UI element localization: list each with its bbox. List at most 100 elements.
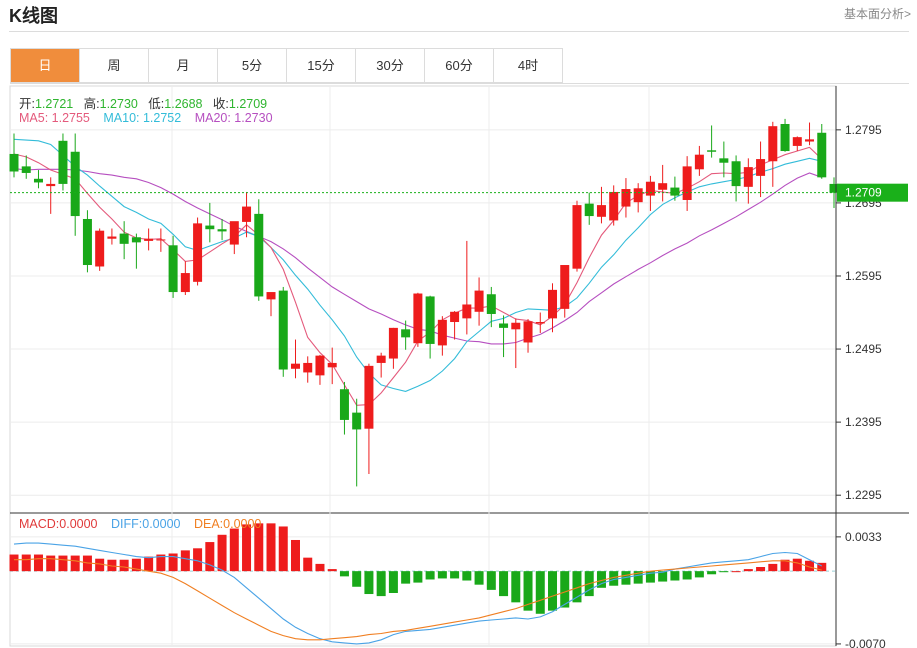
macd-bar — [364, 571, 374, 595]
candle-body — [107, 236, 117, 239]
candle-body — [486, 294, 496, 314]
macd-bar — [499, 571, 509, 597]
candle-body — [290, 363, 300, 369]
candle-body — [339, 389, 349, 420]
tab-30min[interactable]: 30分 — [356, 49, 425, 82]
macd-bar — [168, 553, 178, 572]
macd-bar — [596, 571, 606, 588]
candle-body — [401, 329, 411, 338]
tab-month[interactable]: 月 — [149, 49, 218, 82]
fundamental-analysis-link[interactable]: 基本面分析> — [843, 7, 911, 21]
candle-body — [144, 238, 154, 241]
tab-4hour[interactable]: 4时 — [494, 49, 563, 82]
candle-body — [805, 139, 815, 142]
candle-body — [511, 322, 521, 330]
macd-bar — [144, 556, 154, 572]
candle-body — [829, 183, 839, 193]
candle-body — [499, 323, 509, 328]
tab-day[interactable]: 日 — [11, 49, 80, 82]
macd-bar — [450, 571, 460, 579]
candle-body — [694, 154, 704, 170]
macd-bar — [609, 571, 619, 586]
candle-body — [82, 218, 92, 266]
macd-bar — [413, 571, 423, 583]
candle-body — [21, 166, 31, 173]
candle-body — [193, 223, 203, 282]
close-value: 1.2709 — [228, 97, 268, 111]
dea-value: DEA:0.0000 — [193, 517, 262, 531]
candle-body — [425, 296, 435, 344]
macd-bar — [523, 571, 533, 611]
macd-bar — [560, 571, 570, 608]
macd-bar — [401, 571, 411, 584]
ma10-line — [13, 138, 822, 392]
macd-bar — [327, 569, 337, 572]
macd-bar — [33, 554, 43, 572]
macd-bar — [290, 539, 300, 572]
header-divider — [9, 31, 909, 32]
candle-body — [560, 265, 570, 309]
tab-15min[interactable]: 15分 — [287, 49, 356, 82]
macd-bar — [462, 571, 472, 581]
candle-body — [242, 206, 252, 222]
macd-bar — [278, 526, 288, 572]
candle-body — [217, 229, 227, 232]
candle-body — [58, 140, 68, 184]
candle-body — [719, 158, 729, 163]
macd-bar — [388, 571, 398, 593]
candle-body — [633, 188, 643, 203]
diff-line — [13, 542, 823, 645]
macd-bar — [21, 554, 31, 572]
ma-legend: MA5: 1.2755 MA10: 1.2752 MA20: 1.2730 — [19, 111, 283, 125]
candle-body — [254, 213, 264, 297]
ma10-value: MA10: 1.2752 — [103, 111, 182, 125]
tab-week[interactable]: 周 — [80, 49, 149, 82]
macd-bar — [46, 555, 56, 572]
macd-bar — [780, 559, 790, 572]
candle-body — [756, 159, 766, 176]
candle-body — [388, 327, 398, 359]
candle-body — [645, 181, 655, 196]
macd-legend: MACD:0.0000 DIFF:0.0000 DEA:0.0000 — [19, 517, 271, 531]
macd-bar — [376, 571, 386, 597]
macd-bar — [217, 534, 227, 572]
candle-body — [450, 311, 460, 323]
candle-body — [180, 273, 190, 293]
candle-body — [352, 412, 362, 430]
candle-body — [535, 322, 545, 324]
macd-bar — [303, 557, 313, 572]
diff-value: DIFF:0.0000 — [111, 517, 181, 531]
open-label: 开: — [19, 97, 35, 111]
candle-body — [707, 150, 717, 152]
macd-bar — [229, 528, 239, 572]
macd-bar — [205, 542, 215, 572]
macd-bar — [682, 571, 692, 580]
candle-body — [278, 290, 288, 370]
high-value: 1.2730 — [99, 97, 138, 111]
macd-bar — [131, 558, 141, 572]
macd-value: MACD:0.0000 — [19, 517, 98, 531]
candle-body — [376, 355, 386, 363]
period-tabs: 日 周 月 5分 15分 30分 60分 4时 — [10, 48, 563, 83]
candle-body — [474, 290, 484, 312]
macd-bar — [670, 571, 680, 581]
macd-bar — [315, 563, 325, 572]
candle-body — [33, 178, 43, 183]
ma-lines — [13, 138, 823, 406]
macd-bar — [193, 548, 203, 572]
open-value: 1.2721 — [34, 97, 74, 111]
candle-body — [768, 126, 778, 162]
tab-5min[interactable]: 5分 — [218, 49, 287, 82]
candle-body — [792, 137, 802, 146]
macd-bar — [768, 563, 778, 572]
candle-body — [168, 245, 178, 293]
price-tick-label: 1.2395 — [845, 415, 882, 429]
current-price-box — [837, 183, 908, 202]
macd-bar — [511, 571, 521, 603]
high-label: 高: — [83, 97, 100, 111]
candle-body — [364, 365, 374, 429]
macd-bar — [180, 550, 190, 572]
candle-body — [315, 355, 325, 376]
tab-60min[interactable]: 60分 — [425, 49, 494, 82]
